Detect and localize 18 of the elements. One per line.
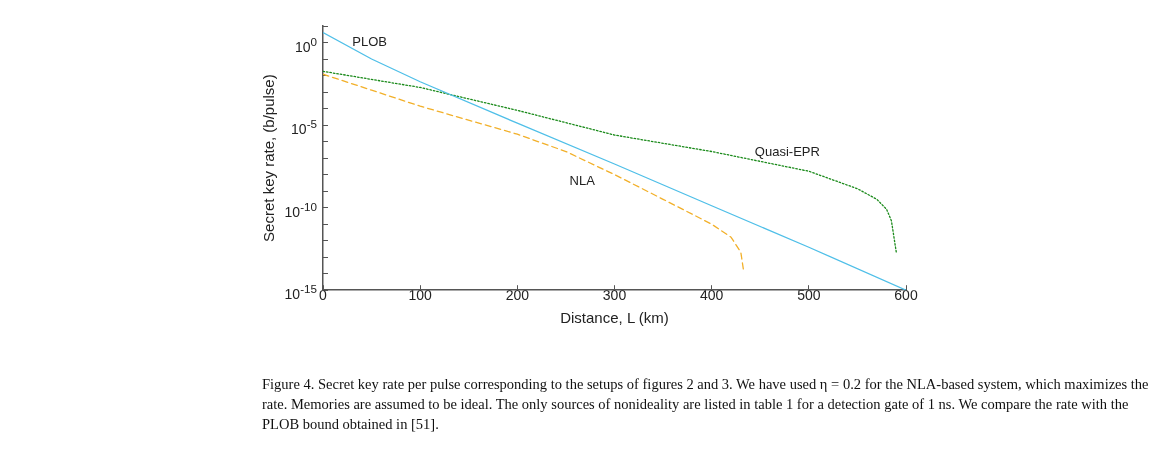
x-tick-label: 300: [602, 287, 627, 304]
y-tick-label: 10$^{-10}$: [284, 198, 317, 221]
x-axis-title: Distance, L (km): [560, 309, 669, 327]
x-tick-label: 0: [319, 287, 328, 304]
y-axis-title: Secret key rate, (b/pulse): [260, 74, 278, 242]
y-tick-label: 10$^{-5}$: [291, 116, 317, 138]
series-label: Quasi-EPR: [754, 144, 820, 160]
x-tick-label: 400: [699, 287, 724, 304]
x-tick-label: 100: [408, 287, 433, 304]
x-tick-label: 200: [505, 287, 530, 304]
series-label: PLOB: [352, 33, 387, 49]
x-tick-label: 500: [797, 287, 821, 304]
caption: Figure 4. Secret key rate per pulse corresponding to the setups of figures 2 and 3. We have used η = 0.2 for the NLA-based system, which maximizes the rate. Memories are assumed to be ideal. The only sources of nonideality are listed in table 1 for a detection gate of 1 ns. We compare the rate with the PLOB bound obtained in [51].: [262, 375, 1150, 434]
y-tick-label: 10$^{0}$: [294, 33, 317, 56]
x-tick-label: 600: [894, 287, 918, 304]
series-label: NLA: [569, 172, 596, 188]
line-series: [323, 70, 897, 253]
y-tick-label: 10$^{-15}$: [284, 281, 317, 303]
